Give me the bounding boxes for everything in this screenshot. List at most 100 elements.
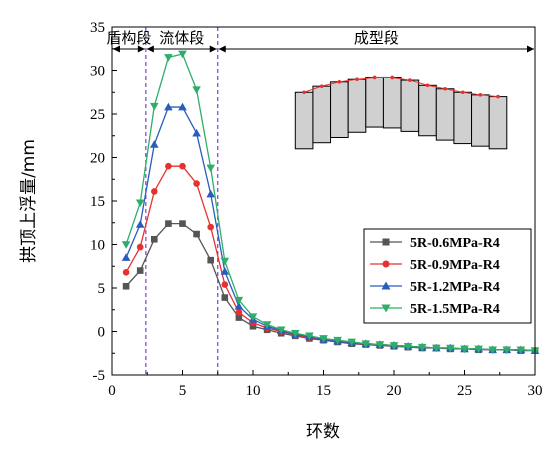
legend-label: 5R-0.9MPa-R4 [410,258,500,273]
inset-top-marker [496,94,500,99]
x-tick-label: 30 [528,383,543,399]
inset-top-marker [355,77,359,81]
data-point [234,296,244,305]
data-point [417,343,427,352]
data-point [164,102,173,111]
legend-box [363,228,532,324]
data-point [361,340,371,348]
x-tick-label: 0 [108,383,116,399]
x-tick-label: 15 [316,383,331,399]
x-tick-label: 25 [457,383,472,399]
legend-label: 5R-1.5MPa-R4 [410,302,500,317]
data-point [262,321,272,329]
data-point [221,294,229,301]
data-point [276,326,286,335]
data-point [136,267,144,274]
inset-top-marker [460,90,465,95]
inset-segment [312,85,332,144]
data-point [207,256,214,264]
x-tick-label: 10 [246,383,261,399]
y-tick-label: 10 [90,238,105,254]
inset-top-line [303,76,499,98]
y-tick-label: 5 [98,281,106,297]
inset-top-marker [319,84,324,88]
inset-top-marker [478,93,483,97]
inset-segment [294,91,314,150]
y-tick-label: 30 [90,64,105,80]
data-point [460,345,469,354]
y-tick-label: 20 [90,151,105,167]
data-point [192,86,201,94]
series-5R-1.5MPa-R4 [121,50,540,355]
data-point [165,162,172,170]
data-point [151,188,158,195]
data-point [502,346,512,355]
inset-segment [453,91,473,145]
data-point [375,341,385,349]
data-point [235,314,243,321]
inset-top-marker [337,80,342,84]
section-arrowhead-right [527,45,534,53]
data-point [235,309,243,316]
y-tick-label: 0 [98,325,106,341]
data-point [248,313,258,322]
data-point [234,301,244,310]
inset-top-marker [390,75,395,80]
x-tick-label: 20 [387,383,402,399]
data-point [121,241,131,249]
legend-label: 5R-1.2MPa-R4 [410,280,500,295]
data-point [136,243,144,251]
data-point [206,164,215,173]
inset-segment [347,78,367,133]
data-point [305,332,314,341]
data-point [432,344,441,353]
y-tick-label: 15 [90,194,105,210]
data-point [249,322,257,330]
data-point [164,54,173,62]
data-point [192,128,201,137]
data-point [179,162,186,170]
y-tick-label: -5 [93,368,106,384]
data-point [382,238,390,246]
inset-top-marker [425,83,430,88]
y-axis-label: 拱顶上浮量/mm [19,139,39,263]
data-point [381,304,391,313]
data-point [381,281,391,290]
section-label: 流体段 [159,29,204,47]
data-point [193,180,200,187]
data-point [122,269,130,276]
data-point [135,199,145,208]
legend-label: 5R-0.6MPa-R4 [410,236,500,251]
data-point [403,342,413,351]
inset-segment [418,84,437,137]
inset-segment [400,79,420,132]
data-point [488,346,497,355]
section-arrowhead-left [113,45,120,53]
inset-segment [435,88,455,141]
data-point [220,267,230,275]
data-point [319,335,328,343]
inset-segment [330,81,349,138]
x-tick-label: 5 [179,383,187,399]
inset-top-marker [372,75,377,80]
section-arrowhead-right [209,45,217,53]
data-point [135,220,145,228]
section-annotations: 盾构段 流体段 成型段 [106,27,534,375]
inset-top-marker [302,90,306,95]
section-arrowhead-left [218,45,226,53]
data-point [446,344,455,353]
inset-segment [471,94,490,147]
inset-illustration [294,75,508,150]
data-point [206,189,215,198]
data-point [179,220,186,227]
x-axis-label: 环数 [306,422,340,442]
inset-top-marker [443,86,447,91]
data-point [150,102,159,111]
section-arrowhead-right [137,45,145,53]
y-tick-label: 25 [90,107,105,123]
section-label: 盾构段 [106,29,151,47]
data-point [516,346,526,355]
data-point [122,282,130,290]
data-point [382,260,390,268]
